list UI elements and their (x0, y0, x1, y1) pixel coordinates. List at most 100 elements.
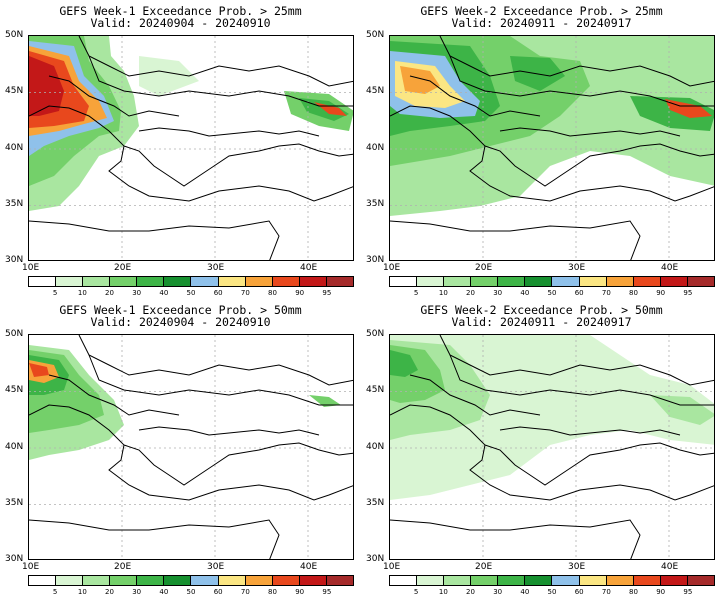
lon-label: 10E (383, 263, 401, 273)
lat-label: 35N (5, 498, 24, 508)
lon-label: 20E (475, 263, 493, 273)
colorbar-label: 70 (601, 588, 611, 596)
panel-week2-25mm: GEFS Week-2 Exceedance Prob. > 25mm Vali… (361, 0, 722, 299)
colorbar-swatch (56, 576, 84, 585)
colorbar-label: 95 (683, 588, 693, 596)
colorbar-swatch (390, 576, 418, 585)
lon-label: 20E (475, 562, 493, 572)
probability-shading (29, 36, 353, 211)
lat-label: 40N (366, 143, 385, 153)
colorbar-swatch (687, 576, 714, 585)
colorbar-swatch (633, 576, 661, 585)
lon-label: 30E (568, 562, 586, 572)
lat-label: 50N (5, 329, 24, 339)
panel-valid-dates: Valid: 20240911 - 20240917 (451, 16, 632, 30)
colorbar-label: 70 (601, 289, 611, 297)
colorbar-label: 80 (268, 588, 277, 596)
colorbar-swatch (687, 277, 714, 286)
colorbar-swatch (498, 277, 526, 286)
colorbar-label: 60 (213, 289, 223, 297)
colorbar-swatch (110, 576, 138, 585)
colorbar-swatch (579, 277, 607, 286)
lat-label: 40N (366, 442, 385, 452)
coastlines-borders (29, 36, 353, 260)
lat-label: 45N (366, 385, 385, 395)
colorbar (28, 575, 354, 586)
colorbar-swatch (191, 277, 219, 286)
panel-week1-50mm: GEFS Week-1 Exceedance Prob. > 50mm Vali… (0, 299, 361, 598)
colorbar-swatch (390, 277, 418, 286)
colorbar-label: 40 (159, 289, 169, 297)
colorbar-label: 80 (629, 588, 638, 596)
colorbar-swatch (498, 576, 526, 585)
lat-label: 45N (5, 86, 24, 96)
lat-label: 35N (366, 498, 385, 508)
colorbar-swatch (444, 277, 472, 286)
colorbar-swatch (660, 576, 688, 585)
colorbar-swatch (29, 576, 57, 585)
colorbar-label: 5 (413, 588, 419, 596)
colorbar-label: 50 (186, 588, 196, 596)
colorbar-label: 60 (574, 289, 584, 297)
lon-label: 30E (568, 263, 586, 273)
grid-lines (390, 335, 714, 559)
colorbar-swatch (525, 277, 553, 286)
colorbar-label: 5 (52, 289, 58, 297)
colorbar-label: 20 (105, 289, 114, 297)
panel-title: GEFS Week-1 Exceedance Prob. > 50mm (59, 303, 302, 317)
colorbar-swatch (471, 576, 499, 585)
probability-shading (390, 36, 714, 216)
colorbar-label: 70 (240, 588, 250, 596)
panel-week2-50mm: GEFS Week-2 Exceedance Prob. > 50mm Vali… (361, 299, 722, 598)
lon-label: 40E (300, 562, 318, 572)
colorbar-swatch (110, 277, 138, 286)
lon-label: 10E (22, 263, 40, 273)
coastlines-borders (390, 335, 714, 559)
grid-lines (29, 335, 353, 559)
lon-label: 10E (22, 562, 40, 572)
colorbar-label: 90 (295, 289, 305, 297)
colorbar-label: 10 (438, 289, 448, 297)
lat-label: 50N (5, 30, 24, 40)
colorbar-swatch (552, 576, 580, 585)
colorbar-label: 10 (77, 289, 87, 297)
colorbar-label: 20 (466, 588, 475, 596)
colorbar-label: 5 (52, 588, 58, 596)
lon-label: 40E (661, 263, 679, 273)
lat-label: 30N (5, 255, 24, 265)
panel-title: GEFS Week-2 Exceedance Prob. > 50mm (420, 303, 663, 317)
colorbar-swatch (660, 277, 688, 286)
lat-label: 35N (5, 199, 24, 209)
colorbar-label: 40 (520, 289, 530, 297)
colorbar (28, 276, 354, 287)
panel-valid-dates: Valid: 20240904 - 20240910 (90, 16, 271, 30)
map-canvas (29, 335, 353, 559)
lon-label: 30E (207, 263, 225, 273)
lat-label: 30N (366, 554, 385, 564)
colorbar-swatch (633, 277, 661, 286)
lat-label: 40N (5, 143, 24, 153)
colorbar-label: 90 (656, 588, 666, 596)
colorbar-swatch (245, 277, 273, 286)
map-area (28, 35, 354, 261)
colorbar-swatch (137, 576, 165, 585)
colorbar-label: 60 (574, 588, 584, 596)
colorbar-label: 50 (547, 588, 557, 596)
coastlines-borders (390, 36, 714, 260)
colorbar-swatch (218, 576, 246, 585)
colorbar-label: 60 (213, 588, 223, 596)
colorbar-swatch (218, 277, 246, 286)
colorbar-label: 90 (656, 289, 666, 297)
colorbar-swatch (299, 277, 327, 286)
colorbar-label: 30 (493, 588, 503, 596)
panel-title: GEFS Week-1 Exceedance Prob. > 25mm (59, 4, 302, 18)
lat-label: 50N (366, 329, 385, 339)
colorbar-swatch (56, 277, 84, 286)
colorbar-swatch (606, 576, 634, 585)
colorbar-label: 50 (547, 289, 557, 297)
lon-label: 20E (114, 263, 132, 273)
colorbar-swatch (137, 277, 165, 286)
lon-label: 20E (114, 562, 132, 572)
colorbar-label: 95 (322, 289, 332, 297)
colorbar (389, 575, 715, 586)
